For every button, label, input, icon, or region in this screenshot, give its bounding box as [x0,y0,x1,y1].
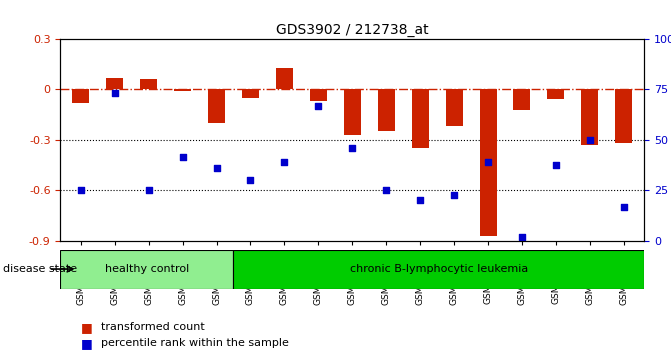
Point [381,188,392,193]
Title: GDS3902 / 212738_at: GDS3902 / 212738_at [276,23,429,36]
Point [109,90,120,96]
Bar [208,90,225,123]
Text: ■: ■ [81,337,93,350]
Bar [140,79,157,90]
Bar [615,90,632,143]
Bar [513,90,531,110]
Text: percentile rank within the sample: percentile rank within the sample [101,338,289,348]
Point [347,145,358,151]
Point [245,177,256,183]
Point [517,234,527,240]
Point [449,193,460,198]
Point [619,204,629,210]
Bar [548,90,564,99]
Point [584,137,595,143]
Text: healthy control: healthy control [105,264,189,274]
Bar [378,90,395,131]
Text: disease state: disease state [3,264,77,274]
Point [313,103,323,109]
Bar [276,68,293,90]
Point [75,188,86,193]
Text: transformed count: transformed count [101,322,205,332]
Text: chronic B-lymphocytic leukemia: chronic B-lymphocytic leukemia [350,264,528,274]
Bar [581,90,599,145]
Bar [242,90,259,98]
Point [550,162,561,168]
Bar [412,90,429,148]
Point [177,154,188,160]
Bar [174,90,191,91]
Point [415,198,425,203]
Bar [72,90,89,103]
Bar [310,90,327,101]
Bar [60,250,234,289]
Bar [480,90,497,236]
Bar [106,78,123,90]
Bar [446,90,462,126]
Point [211,166,222,171]
Point [144,188,154,193]
Bar [344,90,361,135]
Point [482,159,493,165]
Text: ■: ■ [81,321,93,334]
Point [279,159,290,165]
Bar [234,250,644,289]
